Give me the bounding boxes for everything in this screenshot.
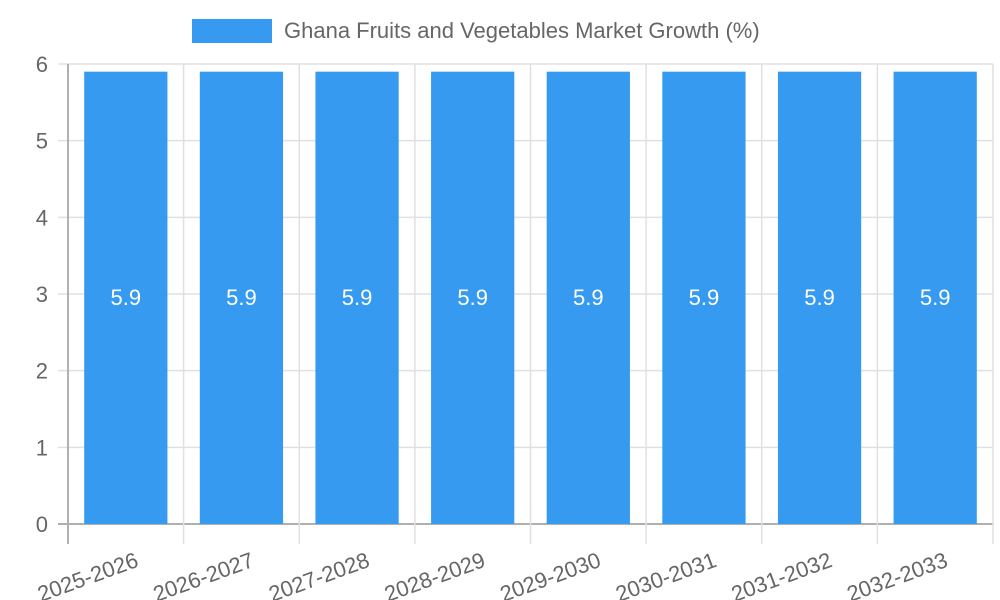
x-tick-label: 2027-2028 [265,547,372,600]
y-tick-label: 4 [36,205,48,230]
bar[interactable] [546,71,630,525]
legend-swatch [192,19,272,43]
bar-value-label: 5.9 [804,285,835,310]
y-tick-label: 1 [36,435,48,460]
x-tick-label: 2030-2031 [612,547,719,600]
bar-value-label: 5.9 [342,285,373,310]
x-tick-label: 2029-2030 [497,547,604,600]
bar-value-label: 5.9 [920,285,951,310]
bar[interactable] [84,71,168,525]
bar[interactable] [662,71,746,525]
bar-value-label: 5.9 [689,285,720,310]
legend-label: Ghana Fruits and Vegetables Market Growt… [284,18,760,43]
x-tick-label: 2031-2032 [728,547,835,600]
x-tick-label: 2025-2026 [34,547,141,600]
bar[interactable] [777,71,862,525]
chart-legend[interactable]: Ghana Fruits and Vegetables Market Growt… [192,18,760,44]
y-tick-label: 5 [36,129,48,154]
y-tick-label: 0 [36,512,48,537]
x-tick-label: 2028-2029 [381,547,488,600]
bar-value-label: 5.9 [457,285,488,310]
x-tick-label: 2026-2027 [150,547,257,600]
bar[interactable] [893,71,977,525]
bar-value-label: 5.9 [226,285,257,310]
bar[interactable] [199,71,284,525]
bar-value-label: 5.9 [573,285,604,310]
y-tick-label: 2 [36,359,48,384]
bar[interactable] [431,71,515,525]
y-tick-label: 6 [36,52,48,77]
bar-value-label: 5.9 [111,285,142,310]
bar[interactable] [315,71,399,525]
y-tick-label: 3 [36,282,48,307]
x-tick-label: 2032-2033 [843,547,950,600]
